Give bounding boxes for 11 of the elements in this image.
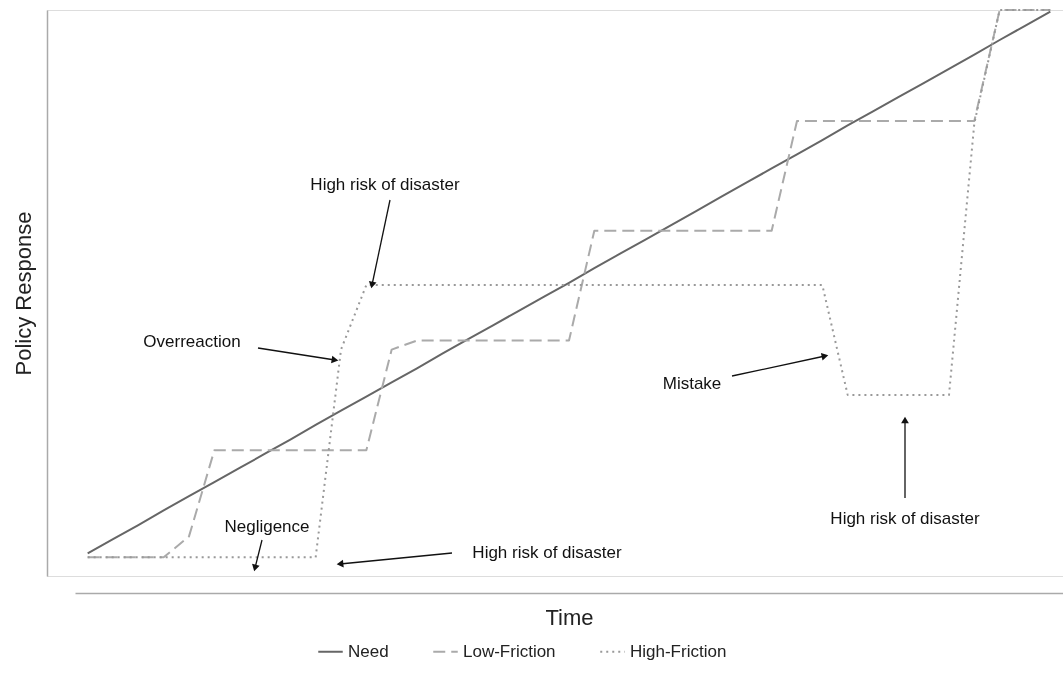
annotation: High risk of disaster xyxy=(310,175,460,194)
legend-label: Low-Friction xyxy=(463,641,556,661)
annotation: High risk of disaster xyxy=(830,509,980,528)
annotation: Negligence xyxy=(224,517,310,536)
x-axis-title: Time xyxy=(545,604,594,630)
legend-label: Need xyxy=(348,641,389,661)
annotation: High risk of disaster xyxy=(472,543,622,562)
y-axis-title: Policy Response xyxy=(10,211,36,376)
annotation: Overreaction xyxy=(143,332,241,351)
annotation: Mistake xyxy=(662,374,722,393)
legend-label: High-Friction xyxy=(630,641,727,661)
